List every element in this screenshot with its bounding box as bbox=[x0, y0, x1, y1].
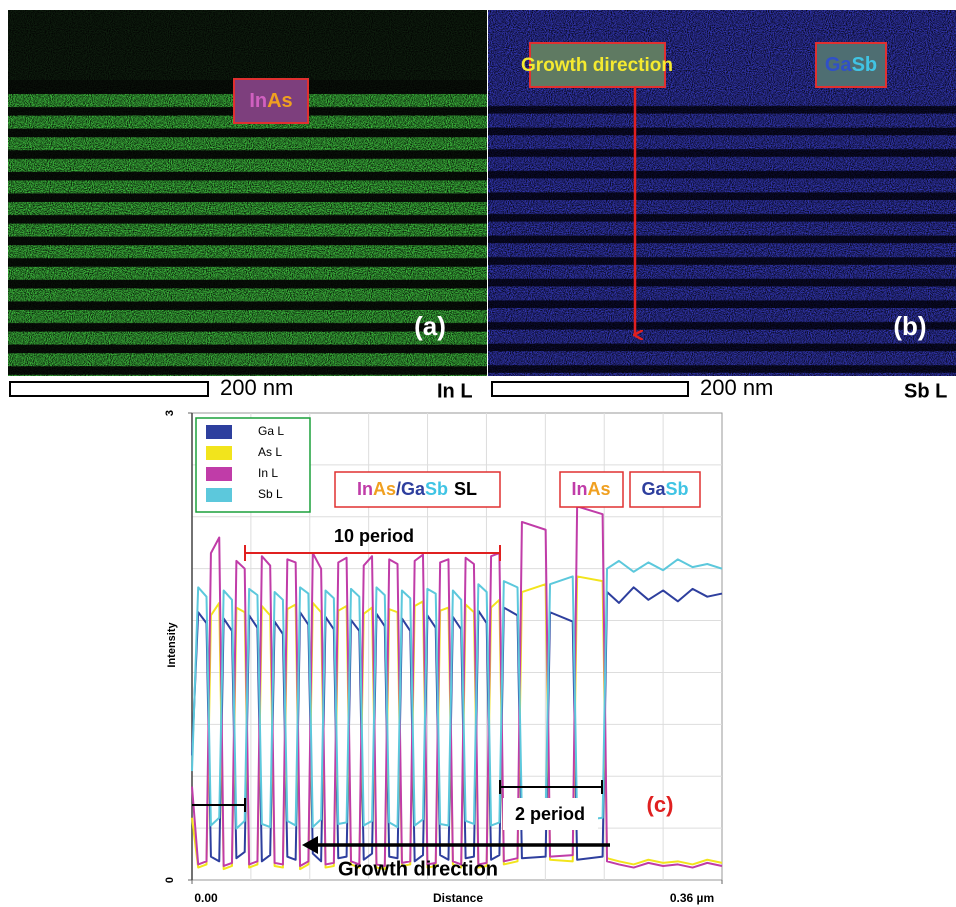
label-part: Sb bbox=[425, 479, 448, 499]
element-label: Sb L bbox=[904, 380, 947, 402]
scale-bar bbox=[491, 381, 689, 397]
label-part: As bbox=[373, 479, 396, 499]
legend-label: Ga L bbox=[258, 424, 284, 438]
label-part: Ga bbox=[401, 479, 426, 499]
gasb-label: GaSb bbox=[641, 479, 688, 499]
panel-letter: (a) bbox=[414, 311, 446, 341]
label-part: In bbox=[357, 479, 373, 499]
legend: Ga L As L In L Sb L bbox=[195, 417, 311, 513]
panel-b: Growth direction GaSb (b) bbox=[488, 10, 956, 376]
label-part: Ga bbox=[641, 479, 666, 499]
panel-letter: (b) bbox=[893, 311, 926, 341]
y-tick-label: 3 bbox=[164, 410, 176, 416]
y-axis-label: Intensity bbox=[166, 622, 178, 668]
legend-label: As L bbox=[258, 445, 282, 459]
panel-a: InAs (a) bbox=[8, 10, 487, 376]
legend-swatch bbox=[206, 467, 232, 481]
label-part: As bbox=[267, 90, 293, 112]
label-part: Sb bbox=[852, 54, 878, 76]
panel-letter: (c) bbox=[647, 792, 674, 817]
arrow-label: Growth direction bbox=[521, 55, 673, 76]
series-line bbox=[191, 558, 723, 830]
legend-swatch bbox=[206, 488, 232, 502]
x-tick-label: 0.36 µm bbox=[670, 891, 714, 905]
scale-bar bbox=[9, 381, 209, 397]
y-tick-label: 0 bbox=[164, 877, 176, 883]
label-box bbox=[529, 42, 666, 88]
label-part: Ga bbox=[825, 54, 853, 76]
label-part: Sb bbox=[666, 479, 689, 499]
period-label: 10 period bbox=[334, 526, 414, 546]
label-box bbox=[815, 42, 887, 88]
label-part: SL bbox=[454, 479, 477, 499]
growth-label: Growth direction bbox=[338, 858, 498, 880]
panel-b-label: GaSb bbox=[825, 54, 877, 76]
legend-label: Sb L bbox=[258, 487, 283, 501]
inas-label: InAs bbox=[571, 479, 610, 499]
x-axis-label: Distance bbox=[433, 891, 483, 905]
legend-swatch bbox=[206, 446, 232, 460]
period-label: 2 period bbox=[515, 804, 585, 824]
sl-label: InAs/GaSb SL bbox=[357, 479, 477, 499]
label-part: As bbox=[587, 479, 610, 499]
legend-label: In L bbox=[258, 466, 278, 480]
element-label: In L bbox=[437, 380, 473, 402]
label-part: In bbox=[571, 479, 587, 499]
label-box bbox=[233, 78, 309, 124]
scale-label: 200 nm bbox=[700, 375, 773, 400]
legend-swatch bbox=[206, 425, 232, 439]
label-part: / bbox=[396, 479, 401, 499]
annotations: InAs/GaSb SL InAs GaSb 10 period 2 period… bbox=[192, 471, 701, 880]
panel-a-label: InAs bbox=[249, 90, 292, 112]
x-tick-label: 0.00 bbox=[194, 891, 218, 905]
label-part: In bbox=[249, 90, 267, 112]
scale-label: 200 nm bbox=[220, 375, 293, 400]
